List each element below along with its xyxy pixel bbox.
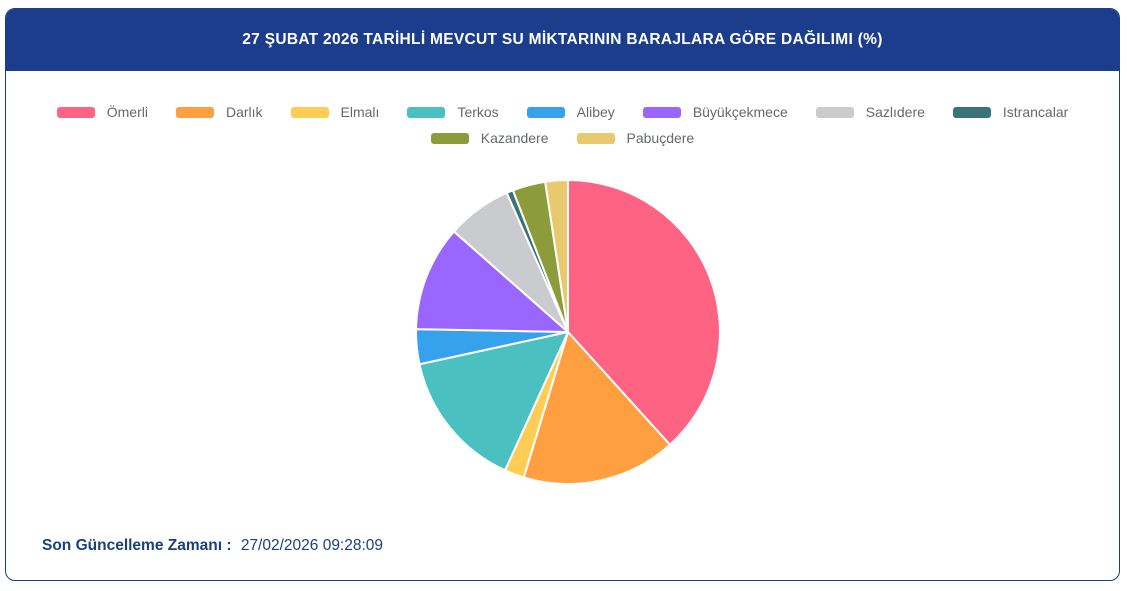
- pie-slice-pabucdere[interactable]: [544, 178, 569, 333]
- legend-label: Pabuçdere: [626, 130, 695, 146]
- legend-item-terkos[interactable]: Terkos: [407, 104, 499, 120]
- legend-label: Darlık: [225, 104, 263, 120]
- legend-item-darlik[interactable]: Darlık: [175, 104, 263, 120]
- legend-item-sazlidere[interactable]: Sazlıdere: [815, 104, 925, 120]
- legend-item-buyukcekmece[interactable]: Büyükçekmece: [642, 104, 788, 120]
- legend-swatch-icon: [430, 132, 469, 144]
- pie-slice-omerli[interactable]: [567, 179, 721, 446]
- last-update-label: Son Güncelleme Zamanı :: [42, 537, 232, 554]
- legend-swatch-icon: [576, 132, 615, 144]
- legend-item-kazandere[interactable]: Kazandere: [430, 130, 549, 146]
- legend-label: Ömerli: [106, 104, 148, 120]
- legend-label: Elmalı: [340, 104, 380, 120]
- legend-label: Istrancalar: [1002, 104, 1069, 120]
- chart-title-bar: 27 ŞUBAT 2026 TARİHLİ MEVCUT SU MİKTARIN…: [6, 9, 1119, 71]
- legend-swatch-icon: [56, 106, 95, 118]
- legend-item-pabucdere[interactable]: Pabuçdere: [576, 130, 695, 146]
- legend-label: Sazlıdere: [865, 104, 925, 120]
- legend-swatch-icon: [407, 106, 446, 118]
- pie-slice-terkos[interactable]: [418, 331, 569, 472]
- legend-label: Alibey: [576, 104, 615, 120]
- legend-swatch-icon: [290, 106, 329, 118]
- legend-item-elmali[interactable]: Elmalı: [290, 104, 380, 120]
- pie-chart-svg: [415, 178, 721, 485]
- chart-card: 27 ŞUBAT 2026 TARİHLİ MEVCUT SU MİKTARIN…: [5, 8, 1120, 581]
- legend-item-omerli[interactable]: Ömerli: [56, 104, 148, 120]
- legend-label: Terkos: [457, 104, 499, 120]
- pie-chart: [408, 172, 728, 492]
- legend-label: Kazandere: [480, 130, 549, 146]
- chart-legend: Ömerli Darlık Elmalı Terkos Alibey Büyükçekme…: [6, 105, 1119, 145]
- legend-label: Büyükçekmece: [692, 104, 788, 120]
- legend-item-alibey[interactable]: Alibey: [526, 104, 615, 120]
- last-update: Son Güncelleme Zamanı : 27/02/2026 09:28…: [42, 537, 383, 555]
- legend-row: Kazandere Pabuçdere: [430, 130, 695, 146]
- legend-item-istrancalar[interactable]: Istrancalar: [952, 104, 1069, 120]
- legend-swatch-icon: [642, 106, 681, 118]
- pie-slice-darlik[interactable]: [522, 331, 671, 485]
- legend-swatch-icon: [815, 106, 854, 118]
- legend-swatch-icon: [526, 106, 565, 118]
- legend-swatch-icon: [952, 106, 991, 118]
- legend-row: Ömerli Darlık Elmalı Terkos Alibey Büyükçekme…: [56, 104, 1069, 120]
- last-update-value: 27/02/2026 09:28:09: [240, 537, 384, 554]
- chart-title: 27 ŞUBAT 2026 TARİHLİ MEVCUT SU MİKTARIN…: [242, 31, 883, 48]
- pie-slice-buyukcekmece[interactable]: [415, 230, 569, 333]
- legend-swatch-icon: [175, 106, 214, 118]
